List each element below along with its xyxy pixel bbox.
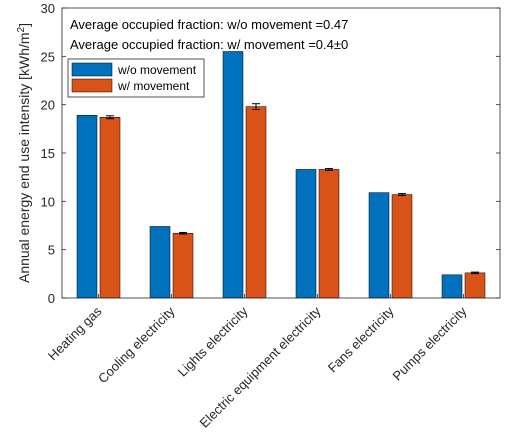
errorbar-fans-electricity (398, 193, 406, 197)
y-tick-label: 10 (41, 194, 55, 209)
y-axis: 0 5 10 15 20 25 30 (41, 1, 500, 306)
bar-w-movement-cooling-electricity (172, 232, 194, 299)
errorbar-pumps-electricity (471, 271, 479, 275)
x-tick-label-electric-equipment-electricity: Electric equipment electricity (197, 303, 324, 430)
bar-w-o-movement-heating-gas (76, 115, 98, 299)
y-axis-label-main: Annual energy end use intensity [kWh/m (16, 32, 32, 283)
bar-layer (76, 51, 486, 299)
bar-w-o-movement-fans-electricity (368, 192, 390, 299)
annotation-line-2: Average occupied fraction: w/ movement =… (70, 37, 348, 52)
bar-w-movement-electric-equipment-electricity (318, 169, 340, 299)
y-axis-label-sup: 2 (16, 26, 27, 32)
bar-w-movement-lights-electricity (245, 106, 267, 299)
errorbar-cooling-electricity (179, 231, 187, 235)
errorbar-heating-gas (106, 115, 114, 120)
plot-area (62, 8, 500, 298)
y-tick-label: 5 (48, 243, 55, 258)
bar-w-o-movement-electric-equipment-electricity (295, 169, 317, 299)
x-tick-label-cooling-electricity: Cooling electricity (95, 303, 178, 386)
bar-w-movement-pumps-electricity (464, 272, 486, 299)
x-tick-label-fans-electricity: Fans electricity (325, 303, 397, 375)
errorbar-layer (106, 103, 479, 275)
bar-w-movement-fans-electricity (391, 194, 413, 299)
errorbar-lights-electricity (252, 103, 260, 110)
legend-label-w-movement: w/ movement (117, 79, 190, 93)
legend-label-wo-movement: w/o movement (117, 63, 197, 77)
bar-w-o-movement-cooling-electricity (149, 226, 171, 299)
y-tick-label: 0 (48, 291, 55, 306)
y-tick-label: 20 (41, 98, 55, 113)
y-tick-label: 30 (41, 1, 55, 16)
annotation-line-1: Average occupied fraction: w/o movement … (70, 17, 348, 32)
bar-w-o-movement-pumps-electricity (441, 274, 463, 299)
bar-w-o-movement-lights-electricity (222, 51, 244, 299)
y-tick-label: 25 (41, 49, 55, 64)
legend-swatch-wo-movement (71, 62, 113, 77)
errorbar-electric-equipment-electricity (325, 167, 333, 171)
y-axis-label-end: ] (16, 23, 32, 27)
x-tick-label-lights-electricity: Lights electricity (175, 303, 251, 379)
x-tick-label-heating-gas: Heating gas (45, 303, 105, 363)
y-axis-label: Annual energy end use intensity [kWh/m2] (16, 23, 32, 283)
legend: w/o movement w/ movement (67, 58, 205, 98)
x-tick-label-pumps-electricity: Pumps electricity (390, 303, 470, 383)
legend-swatch-w-movement (71, 78, 113, 93)
y-tick-label: 15 (41, 146, 55, 161)
bar-w-movement-heating-gas (99, 116, 121, 299)
